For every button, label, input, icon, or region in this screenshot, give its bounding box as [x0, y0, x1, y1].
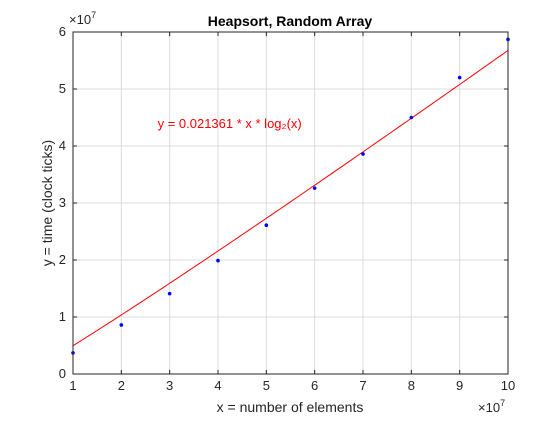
data-point [167, 291, 172, 296]
x-tick-label: 10 [501, 378, 515, 393]
x-tick-label: 6 [311, 378, 318, 393]
x-tick-label: 8 [408, 378, 415, 393]
y-tick-label: 0 [59, 366, 66, 381]
data-point [216, 258, 220, 263]
y-tick-label: 5 [59, 81, 66, 96]
x-tick-label: 3 [166, 378, 173, 393]
y-tick-labels: 0 1 2 3 4 5 6 [59, 24, 66, 381]
x-tick-label: 9 [456, 378, 463, 393]
y-tick-label: 6 [59, 24, 66, 39]
x-axis-multiplier: ×107 [478, 398, 505, 415]
x-axis-multiplier-exponent: 7 [500, 398, 505, 408]
y-tick-label: 3 [59, 195, 66, 210]
fit-equation-annotation: y = 0.021361 * x * log₂(x) [158, 116, 302, 131]
x-tick-label: 4 [214, 378, 221, 393]
point-layer [71, 37, 510, 355]
x-axis-label: x = number of elements [217, 399, 364, 415]
data-point [264, 223, 269, 228]
data-point [312, 186, 317, 190]
x-tick-label: 5 [263, 378, 270, 393]
data-point [409, 115, 414, 120]
x-tick-label: 7 [359, 378, 366, 393]
y-axis-multiplier-exponent: 7 [91, 10, 96, 20]
tick-layer [72, 31, 509, 375]
y-tick-label: 1 [59, 309, 66, 324]
y-axis-multiplier: ×107 [69, 10, 96, 27]
chart-title: Heapsort, Random Array [208, 13, 373, 29]
x-tick-labels: 1 2 3 4 5 6 7 8 9 10 [69, 378, 515, 393]
data-point [457, 75, 462, 80]
x-tick-label: 1 [69, 378, 76, 393]
x-axis-multiplier-base: ×10 [478, 400, 500, 415]
data-point [361, 152, 365, 156]
fit-layer [72, 50, 509, 347]
y-axis-label: y = time (clock ticks) [39, 140, 55, 266]
y-tick-label: 2 [59, 252, 66, 267]
y-tick-label: 4 [59, 138, 66, 153]
x-tick-label: 2 [118, 378, 125, 393]
fit-curve [72, 50, 509, 347]
data-point [119, 323, 124, 327]
y-axis-multiplier-base: ×10 [69, 12, 91, 27]
